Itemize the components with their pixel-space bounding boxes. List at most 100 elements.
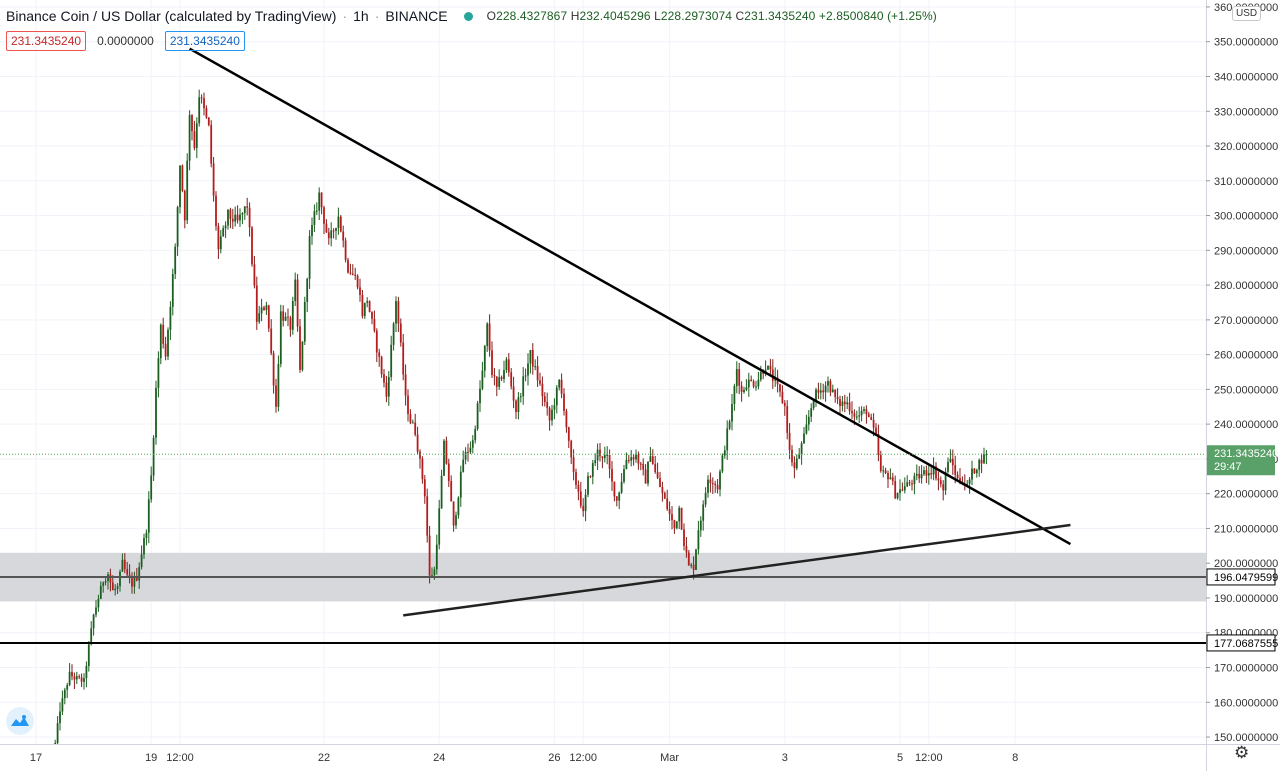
candle bbox=[531, 343, 534, 375]
candle bbox=[303, 296, 306, 346]
price-tick-label: 240.0000000 bbox=[1214, 419, 1278, 431]
candle bbox=[407, 389, 409, 422]
candle bbox=[275, 378, 277, 413]
candle bbox=[411, 419, 414, 424]
candle bbox=[906, 475, 909, 488]
candle bbox=[428, 525, 431, 584]
candle bbox=[251, 226, 253, 267]
candle bbox=[325, 219, 328, 233]
candle bbox=[131, 572, 133, 594]
candle bbox=[505, 356, 508, 374]
candle bbox=[870, 413, 873, 421]
candle bbox=[284, 312, 287, 322]
candle bbox=[661, 481, 664, 502]
settings-gear-icon[interactable]: ⚙ bbox=[1234, 743, 1250, 762]
last-price-value: 231.3435240 bbox=[1214, 448, 1278, 460]
candle bbox=[983, 447, 985, 464]
buy-price-badge[interactable]: 231.3435240 bbox=[164, 31, 245, 51]
candle bbox=[769, 358, 772, 374]
candle bbox=[114, 584, 117, 596]
candle bbox=[577, 480, 580, 501]
symbol-title[interactable]: Binance Coin / US Dollar (calculated by … bbox=[6, 8, 337, 24]
candle bbox=[935, 462, 937, 481]
candle bbox=[548, 406, 551, 431]
candle bbox=[599, 443, 601, 462]
candle bbox=[570, 439, 573, 464]
time-axis[interactable]: 17 19 12:00 22 24 26 12:00 Mar 3 5 12:00 8 bbox=[30, 752, 1018, 764]
candle bbox=[783, 400, 786, 416]
candle bbox=[911, 479, 913, 491]
candle bbox=[342, 225, 345, 248]
candle bbox=[188, 110, 191, 171]
candle bbox=[356, 274, 359, 290]
candle bbox=[119, 569, 121, 592]
candle bbox=[786, 400, 789, 440]
candle bbox=[467, 443, 469, 462]
candle bbox=[956, 471, 959, 480]
candle bbox=[174, 243, 177, 280]
candle bbox=[294, 272, 297, 307]
candle bbox=[899, 479, 901, 501]
bar-countdown: 29:47 bbox=[1214, 461, 1242, 473]
candle bbox=[133, 571, 136, 594]
candle bbox=[623, 465, 625, 484]
candle bbox=[918, 466, 921, 483]
candle bbox=[140, 545, 143, 570]
candle bbox=[767, 365, 769, 371]
candle bbox=[344, 237, 347, 263]
candle bbox=[654, 455, 657, 474]
trendline-descending[interactable] bbox=[188, 47, 1072, 546]
candle bbox=[891, 472, 894, 486]
candle bbox=[819, 382, 822, 400]
quote-badges: 231.3435240 0.0000000 231.3435240 bbox=[6, 31, 245, 51]
candle bbox=[354, 267, 357, 281]
candle bbox=[431, 567, 433, 577]
candle bbox=[493, 368, 496, 386]
candle bbox=[152, 435, 155, 481]
candle bbox=[481, 361, 484, 391]
tradingview-logo-icon[interactable] bbox=[6, 707, 34, 735]
candle bbox=[831, 384, 834, 393]
candle bbox=[450, 475, 453, 502]
candle bbox=[810, 403, 813, 423]
candle bbox=[78, 674, 81, 680]
candle bbox=[371, 311, 373, 325]
candle bbox=[671, 506, 673, 530]
candle bbox=[164, 336, 167, 361]
candle bbox=[231, 208, 234, 230]
price-axis[interactable]: 360.0000000350.0000000340.0000000330.000… bbox=[1206, 2, 1278, 744]
candle bbox=[445, 436, 448, 465]
candle bbox=[843, 394, 846, 413]
time-tick-label: 19 bbox=[145, 752, 157, 764]
candle bbox=[455, 511, 457, 529]
candle bbox=[541, 376, 544, 407]
candle bbox=[337, 207, 340, 235]
candle bbox=[711, 477, 714, 495]
candle bbox=[320, 192, 323, 215]
candle bbox=[685, 537, 688, 558]
candle bbox=[318, 187, 321, 221]
candle bbox=[68, 663, 71, 687]
sell-price-badge[interactable]: 231.3435240 bbox=[6, 31, 87, 51]
candle bbox=[966, 480, 969, 486]
candle bbox=[635, 449, 637, 463]
candle bbox=[404, 364, 407, 406]
candle bbox=[980, 453, 983, 474]
currency-button[interactable]: USD bbox=[1232, 6, 1262, 21]
candle bbox=[435, 534, 438, 575]
candle bbox=[567, 426, 570, 449]
candle bbox=[743, 386, 745, 394]
candle bbox=[258, 305, 261, 324]
candle bbox=[519, 393, 522, 403]
candle bbox=[858, 406, 861, 424]
trendline-ascending[interactable] bbox=[403, 523, 1071, 617]
interval-label[interactable]: 1h bbox=[353, 8, 369, 24]
price-tick-label: 270.0000000 bbox=[1214, 315, 1278, 327]
candle bbox=[851, 401, 853, 420]
candle bbox=[116, 583, 119, 594]
price-tick-label: 170.0000000 bbox=[1214, 663, 1278, 675]
candle bbox=[387, 371, 390, 406]
candle bbox=[215, 191, 217, 231]
